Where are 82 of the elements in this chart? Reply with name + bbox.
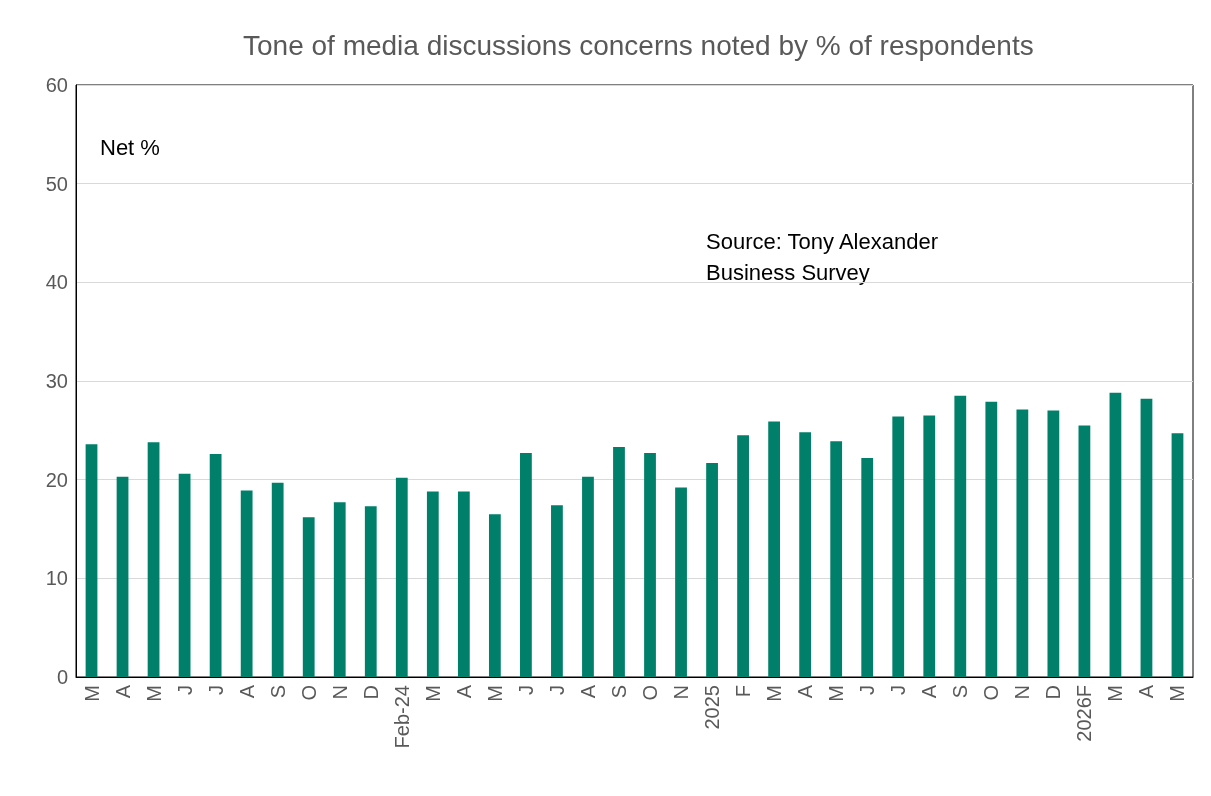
x-tick-label: M (763, 685, 786, 702)
x-tick-label: S (266, 685, 289, 699)
x-tick-label: M (142, 685, 165, 702)
bar (209, 454, 222, 677)
x-tick-label: M (1166, 685, 1189, 702)
x-tick-label: A (1135, 684, 1158, 699)
x-tick-label: N (1011, 685, 1034, 700)
bar (799, 432, 812, 677)
y-tick-label: 30 (45, 370, 68, 392)
y-tick-label: 60 (45, 74, 68, 96)
bar (985, 401, 998, 677)
x-tick-label: A (794, 684, 817, 699)
x-tick-label: M (421, 685, 444, 702)
x-tick-label: F (732, 685, 755, 698)
y-tick-label: 0 (56, 666, 68, 688)
bar (706, 462, 718, 677)
bar (613, 447, 625, 677)
bar (675, 487, 687, 677)
x-tick-label: O (980, 685, 1003, 701)
x-tick-label: O (297, 685, 320, 701)
x-tick-label: S (949, 685, 972, 699)
bar (582, 476, 594, 677)
x-tick-label: A (111, 684, 134, 699)
bar (1171, 433, 1184, 677)
bar (85, 444, 98, 677)
annotation: Net % (100, 135, 160, 160)
x-tick-label: N (670, 685, 693, 700)
bar (737, 435, 749, 677)
bar (1078, 425, 1091, 677)
bar (861, 457, 874, 677)
x-tick-label: M (483, 685, 506, 702)
chart-title: Tone of media discussions concerns noted by % of respondents (243, 29, 1034, 61)
bar (395, 477, 408, 677)
x-tick-label: A (235, 684, 258, 699)
bar (364, 506, 377, 677)
bar (768, 421, 781, 677)
bar (954, 395, 967, 677)
x-tick-label: 2025 (701, 685, 724, 730)
x-tick-label: M (1104, 685, 1127, 702)
bar (520, 453, 532, 677)
bar (1140, 398, 1153, 677)
bar (1109, 392, 1122, 677)
bar (923, 415, 936, 677)
bar (1047, 410, 1060, 677)
x-tick-label: D (359, 685, 382, 700)
x-tick-label: J (856, 685, 879, 695)
x-tick-label: S (607, 685, 630, 699)
y-tick-label: 40 (45, 271, 68, 294)
bar (271, 482, 284, 677)
y-tick-label: 50 (45, 172, 68, 195)
x-tick-label: A (918, 684, 941, 699)
x-tick-label: A (452, 684, 475, 699)
x-tick-label: O (639, 685, 662, 701)
bar (457, 491, 470, 677)
x-tick-label: D (1042, 685, 1065, 700)
bar (240, 490, 253, 677)
bar (116, 476, 129, 677)
x-tick-label: J (514, 685, 537, 695)
bar (302, 517, 315, 677)
bar (333, 502, 346, 677)
bar (551, 505, 563, 677)
x-tick-label: J (204, 685, 227, 695)
x-tick-label: N (328, 685, 351, 700)
bar (147, 442, 160, 677)
bar (1016, 409, 1029, 677)
bar (488, 514, 501, 677)
bar (830, 441, 843, 677)
x-tick-label: M (825, 685, 848, 702)
x-tick-label: M (80, 685, 103, 702)
y-tick-label: 10 (45, 567, 68, 590)
bar (892, 416, 905, 677)
bar (178, 473, 191, 677)
annotation: Source: Tony Alexander Business Survey (706, 229, 945, 285)
x-tick-label: Feb-24 (390, 685, 413, 749)
x-tick-label: J (173, 685, 196, 695)
x-tick-label: J (887, 685, 910, 695)
bar (426, 491, 439, 677)
x-tick-label: A (576, 684, 599, 699)
bar (644, 453, 656, 677)
x-tick-label: 2026F (1073, 685, 1096, 742)
y-tick-label: 20 (45, 468, 68, 491)
x-tick-label: J (545, 685, 568, 695)
